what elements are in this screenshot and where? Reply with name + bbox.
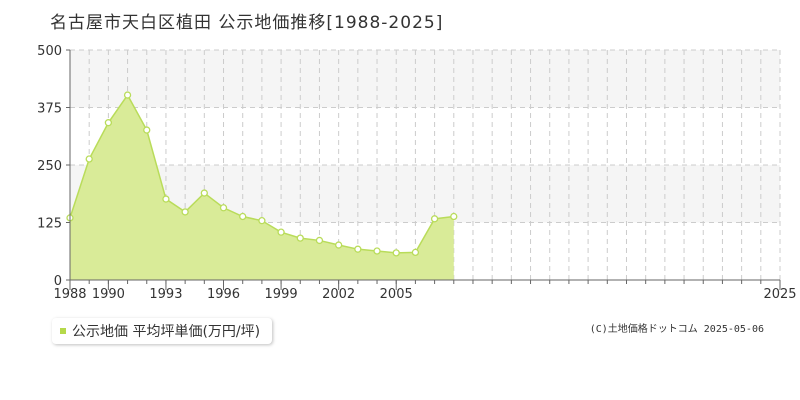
data-point — [143, 126, 151, 134]
data-point — [239, 212, 247, 221]
data-point — [392, 249, 400, 257]
source-credit: (C)土地価格ドットコム 2025-05-06 — [589, 324, 764, 335]
background-bands — [70, 50, 780, 223]
x-tick-label: 1993 — [149, 287, 182, 302]
x-tick-label: 2025 — [763, 287, 796, 302]
y-tick-label: 0 — [54, 274, 62, 289]
data-point — [181, 208, 189, 216]
x-tick-label: 1996 — [207, 287, 240, 302]
data-point — [85, 155, 93, 163]
data-point — [200, 189, 208, 197]
data-point — [373, 247, 381, 255]
x-tick-label: 1999 — [265, 287, 298, 302]
y-tick-label: 125 — [37, 217, 62, 232]
legend-label: 公示地価 平均坪単価(万円/坪) — [72, 324, 261, 340]
data-point — [450, 212, 458, 221]
data-point — [354, 245, 362, 253]
data-point — [219, 204, 228, 212]
tick-labels: 0 125 250 375 500 1988 1990 1993 1996 1999 2002 200… — [37, 44, 796, 302]
axes — [66, 49, 781, 290]
data-point — [296, 234, 304, 242]
data-point — [411, 248, 420, 257]
y-tick-label: 375 — [37, 102, 62, 117]
data-point — [315, 236, 324, 245]
chart-title: 名古屋市天白区植田 公示地価推移[1988-2025] — [50, 13, 444, 33]
data-point — [430, 215, 439, 223]
x-tick-label: 2002 — [322, 287, 355, 302]
data-point — [277, 228, 285, 236]
data-point — [123, 91, 132, 99]
legend-marker-icon — [60, 328, 66, 334]
x-tick-label: 2005 — [380, 287, 413, 302]
series-area — [70, 95, 454, 280]
x-tick-label: 1990 — [92, 287, 125, 302]
y-tick-label: 250 — [37, 159, 62, 174]
y-tick-label: 500 — [37, 44, 62, 59]
data-point — [334, 241, 343, 249]
data-point — [258, 217, 266, 225]
legend: 公示地価 平均坪単価(万円/坪) — [52, 318, 273, 344]
data-point — [104, 119, 113, 127]
background-band — [70, 50, 780, 108]
x-tick-label: 1988 — [53, 287, 86, 302]
data-point — [162, 195, 170, 203]
